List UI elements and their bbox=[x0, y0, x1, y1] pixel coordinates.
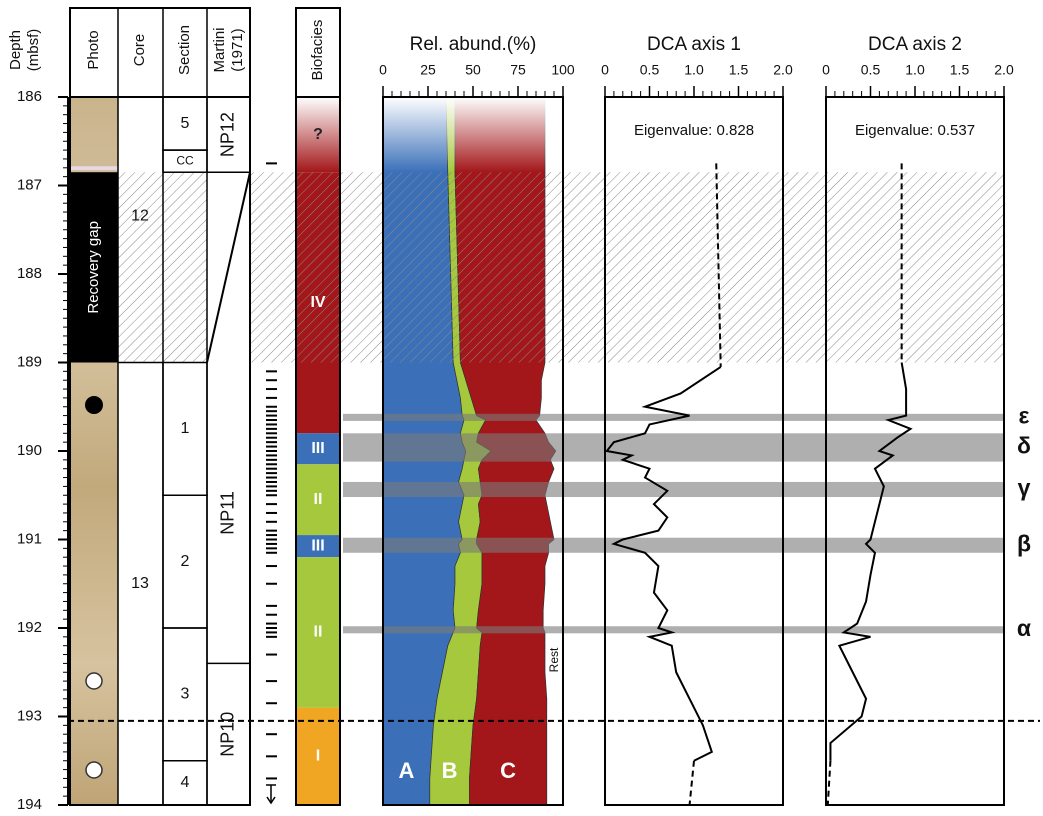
annotation: Eigenvalue: 0.828 bbox=[634, 122, 754, 139]
zone-label: NP10 bbox=[218, 712, 238, 757]
gap-hatch bbox=[250, 172, 1004, 362]
x-tick-label: 50 bbox=[465, 62, 481, 78]
depth-tick-label: 189 bbox=[17, 353, 42, 370]
x-tick-label: 1.5 bbox=[729, 62, 749, 78]
column-header: Photo bbox=[85, 30, 102, 69]
dca-line bbox=[830, 363, 910, 761]
dca-line bbox=[828, 761, 831, 805]
horizon-label: β bbox=[1017, 530, 1031, 556]
photo-marker bbox=[86, 673, 102, 689]
recovery-gap-label: Recovery gap bbox=[85, 221, 102, 314]
depth-tick-label: 193 bbox=[17, 707, 42, 724]
x-tick-label: 0.5 bbox=[640, 62, 660, 78]
photo-stripe bbox=[70, 166, 118, 170]
photo-marker bbox=[85, 396, 103, 414]
column-header: Biofacies bbox=[309, 20, 326, 81]
series-label: C bbox=[500, 758, 516, 783]
depth-tick-label: 187 bbox=[17, 176, 42, 193]
zone-diagonal bbox=[207, 172, 250, 362]
depth-tick-label: 190 bbox=[17, 442, 42, 459]
biofacies-label: III bbox=[311, 537, 324, 554]
horizon-label: γ bbox=[1018, 475, 1031, 501]
x-tick-label: 1.0 bbox=[684, 62, 704, 78]
core-label: 12 bbox=[131, 208, 149, 225]
x-tick-label: 75 bbox=[510, 62, 526, 78]
chart-title: DCA axis 2 bbox=[868, 34, 962, 55]
horizon-band bbox=[343, 482, 1004, 497]
zone-label: NP11 bbox=[218, 491, 238, 535]
depth-label: (mbsf) bbox=[25, 29, 42, 72]
depth-tick-label: 192 bbox=[17, 619, 42, 636]
x-tick-label: 100 bbox=[551, 62, 575, 78]
x-tick-label: 1.5 bbox=[950, 62, 970, 78]
dca-line bbox=[607, 367, 721, 761]
biofacies-label: ? bbox=[313, 126, 323, 143]
horizon-band bbox=[343, 538, 1004, 553]
section-label: 2 bbox=[181, 553, 190, 570]
chart-title: DCA axis 1 bbox=[647, 34, 741, 55]
biofacies-label: III bbox=[311, 440, 324, 457]
depth-tick-label: 188 bbox=[17, 265, 42, 282]
section-label: 4 bbox=[181, 774, 190, 791]
series-label: A bbox=[398, 758, 414, 783]
section-label: 3 bbox=[181, 686, 190, 703]
dca-line bbox=[690, 761, 694, 805]
chart-title: Rel. abund.(%) bbox=[410, 34, 537, 55]
series-label: B bbox=[442, 758, 458, 783]
x-tick-label: 0 bbox=[601, 62, 609, 78]
biofacies-label: I bbox=[316, 748, 320, 765]
section-label: 5 bbox=[181, 115, 190, 132]
annotation: Eigenvalue: 0.537 bbox=[855, 122, 975, 139]
x-tick-label: 0 bbox=[822, 62, 830, 78]
horizon-label: α bbox=[1017, 615, 1031, 641]
biofacies-label: II bbox=[314, 491, 323, 508]
depth-tick-label: 186 bbox=[17, 88, 42, 105]
zone-label: NP12 bbox=[218, 112, 238, 157]
x-tick-label: 1.0 bbox=[905, 62, 925, 78]
biofacies-label: II bbox=[314, 624, 323, 641]
horizon-label: δ bbox=[1017, 433, 1031, 459]
x-tick-label: 2.0 bbox=[994, 62, 1014, 78]
depth-tick-label: 194 bbox=[17, 796, 42, 813]
figure: 186 187 188 189 190 191 192 193 194 Recovery gap 1… bbox=[0, 0, 1043, 816]
core-label: 13 bbox=[131, 575, 149, 592]
photo-marker bbox=[86, 762, 102, 778]
column-header: Section bbox=[176, 25, 193, 75]
section-label: 1 bbox=[181, 420, 190, 437]
column-header: Martini bbox=[211, 27, 228, 72]
x-tick-label: 2.0 bbox=[773, 62, 793, 78]
horizon-band bbox=[343, 433, 1004, 461]
x-tick-label: 0.5 bbox=[861, 62, 881, 78]
biofacies-label: IV bbox=[310, 294, 325, 311]
column-header: Core bbox=[131, 34, 148, 67]
section-label: CC bbox=[176, 153, 194, 167]
series-label: Rest bbox=[547, 647, 561, 672]
depth-label: Depth bbox=[7, 30, 24, 70]
horizon-label: ε bbox=[1019, 402, 1030, 428]
column-header: (1971) bbox=[229, 28, 246, 71]
x-tick-label: 25 bbox=[420, 62, 436, 78]
depth-tick-label: 191 bbox=[17, 530, 42, 547]
area-fade bbox=[383, 97, 563, 172]
x-tick-label: 0 bbox=[379, 62, 387, 78]
